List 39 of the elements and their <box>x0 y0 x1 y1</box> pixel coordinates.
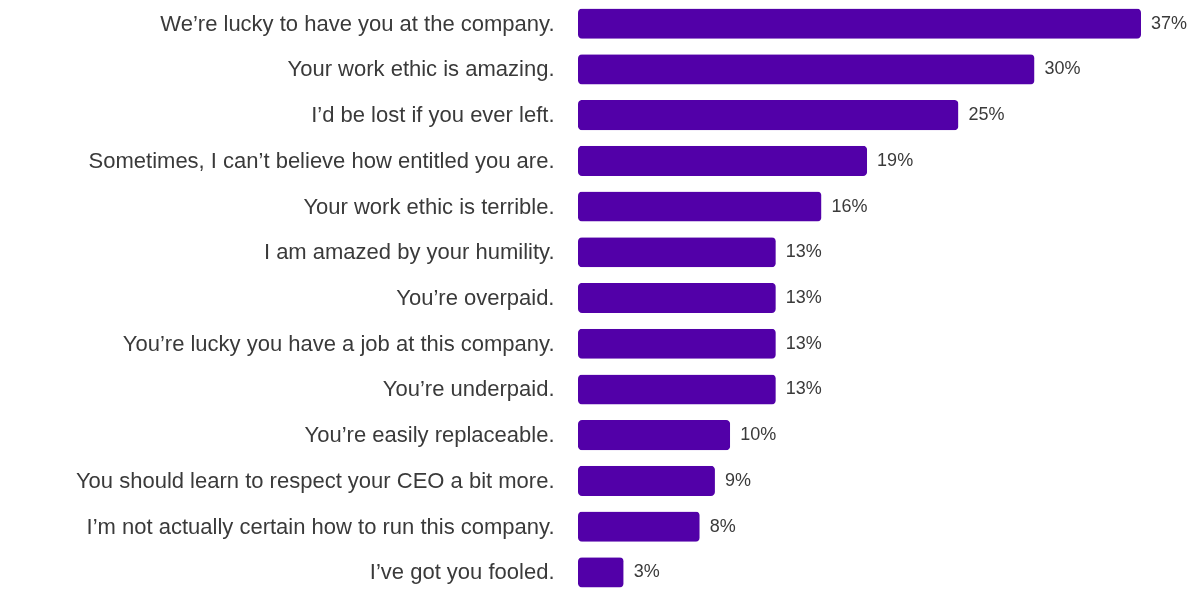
data-label: 13% <box>785 241 822 262</box>
data-label: 19% <box>877 149 914 170</box>
data-label: 25% <box>968 104 1005 125</box>
y-tick-label: We’re lucky to have you at the company. <box>160 10 555 36</box>
y-tick-label: You should learn to respect your CEO a bit more. <box>75 467 555 493</box>
y-tick-label: I’m not actually certain how to run this company. <box>86 513 555 539</box>
bar <box>578 237 776 268</box>
bar <box>578 145 868 176</box>
y-tick-label: You’re easily replaceable. <box>304 422 555 448</box>
y-tick-label: You’re overpaid. <box>396 285 555 310</box>
y-tick-label: You’re lucky you have a job at this company. <box>122 330 555 356</box>
y-tick-label: I’ve got you fooled. <box>369 559 555 585</box>
y-tick-label: Your work ethic is terrible. <box>303 193 555 219</box>
data-label: 10% <box>740 424 777 445</box>
data-label: 9% <box>724 469 751 490</box>
data-label: 13% <box>785 332 822 353</box>
data-label: 16% <box>831 195 868 216</box>
bar <box>578 328 776 359</box>
bar <box>578 282 776 314</box>
bar <box>578 8 1141 39</box>
y-tick-label: I’d be lost if you ever left. <box>311 102 555 128</box>
bar <box>578 191 822 222</box>
y-tick-label: Your work ethic is amazing. <box>287 56 555 82</box>
bar <box>578 54 1035 85</box>
data-label: 37% <box>1151 12 1188 33</box>
bar <box>578 557 624 588</box>
bar <box>578 99 959 131</box>
bar <box>578 511 700 542</box>
bar <box>578 420 731 451</box>
bar <box>578 465 715 497</box>
data-label: 13% <box>785 287 822 307</box>
data-label: 30% <box>1044 58 1081 79</box>
y-tick-label: I am amazed by your humility. <box>263 239 555 265</box>
data-label: 13% <box>785 378 822 399</box>
data-label: 8% <box>709 515 736 536</box>
y-tick-label: Sometimes, I can’t believe how entitled you are. <box>88 147 555 173</box>
data-label: 3% <box>633 561 660 582</box>
y-tick-label: You’re underpaid. <box>382 376 555 402</box>
bar <box>578 374 776 405</box>
